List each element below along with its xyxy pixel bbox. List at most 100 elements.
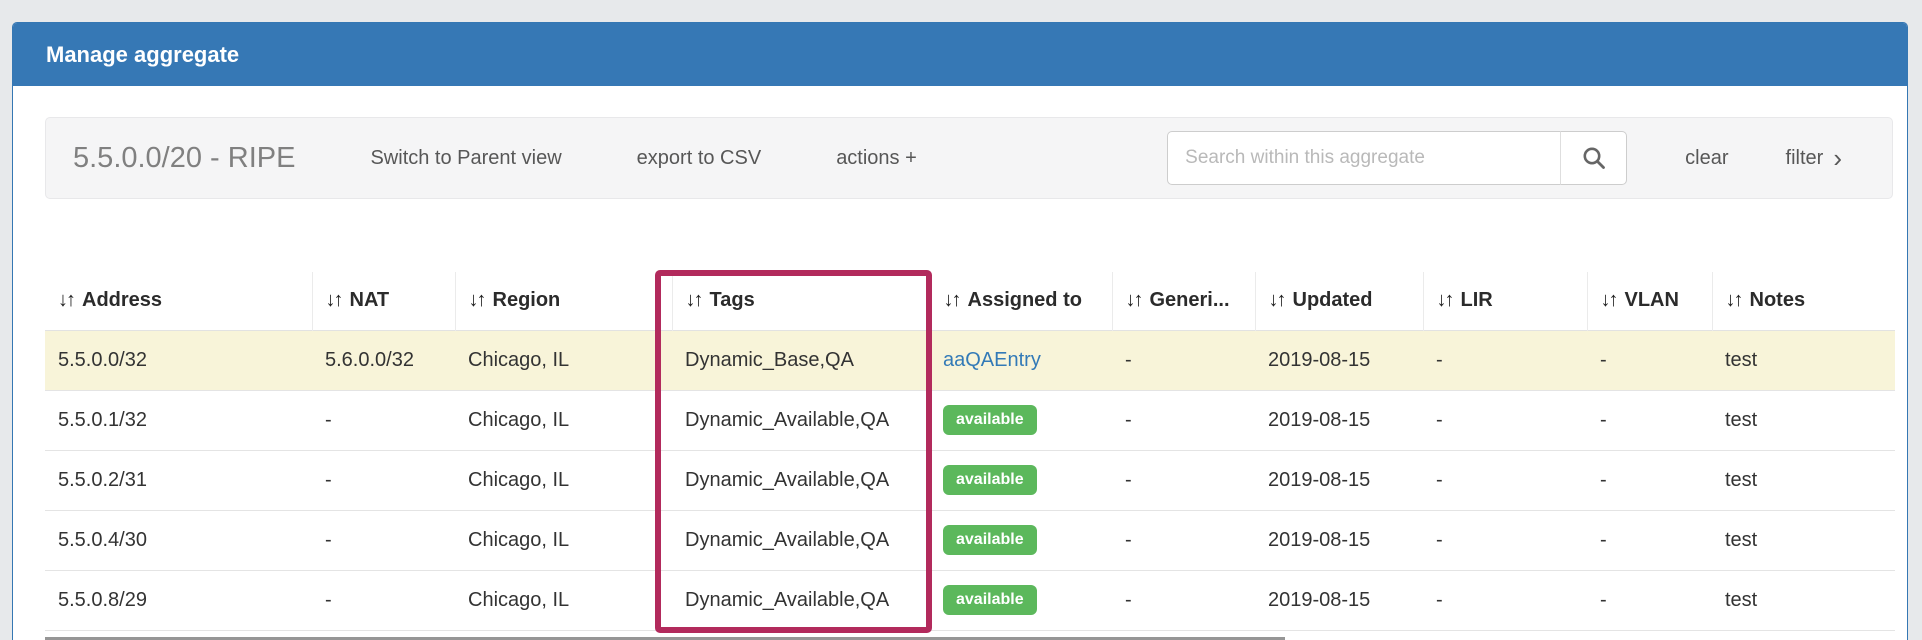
cell-address: 5.5.0.8/29 (58, 588, 147, 611)
column-label: Tags (709, 289, 755, 312)
cell-region: Chicago, IL (468, 408, 570, 431)
cell-vlan: - (1600, 588, 1607, 611)
toolbar: 5.5.0.0/20 - RIPE Switch to Parent view … (45, 117, 1893, 199)
manage-aggregate-panel: Manage aggregate 5.5.0.0/20 - RIPE Switc… (12, 22, 1908, 640)
cell-vlan: - (1600, 528, 1607, 551)
export-csv-link[interactable]: export to CSV (636, 146, 762, 169)
cell-updated: 2019-08-15 (1268, 408, 1371, 431)
cell-vlan: - (1600, 408, 1607, 431)
cell-updated: 2019-08-15 (1268, 528, 1371, 551)
sort-icon: ↓↑ (1436, 289, 1455, 312)
status-badge: available (943, 465, 1037, 495)
search-button[interactable] (1561, 131, 1628, 185)
column-label: Address (82, 289, 163, 312)
column-label: LIR (1460, 289, 1493, 312)
table-row: 5.5.0.0/32 5.6.0.0/32 Chicago, IL Dynamic_B… (45, 330, 1895, 390)
cell-address: 5.5.0.4/30 (58, 528, 147, 551)
column-label: Region (492, 289, 561, 312)
sort-icon: ↓↑ (468, 289, 487, 312)
search-group (1167, 131, 1628, 185)
column-label: Assigned to (967, 289, 1082, 312)
table-row: 5.5.0.8/29 - Chicago, IL Dynamic_Available,… (45, 570, 1895, 630)
column-label: Generi... (1149, 289, 1230, 312)
column-header-lir[interactable]: ↓↑ LIR (1422, 272, 1587, 330)
table-header-row: ↓↑ Address ↓↑ NAT ↓↑ Region ↓↑ Tags ↓↑ Assigned t… (45, 272, 1895, 330)
status-badge: available (943, 405, 1037, 435)
column-label: NAT (349, 289, 390, 312)
column-header-address[interactable]: ↓↑ Address (45, 272, 312, 330)
cell-region: Chicago, IL (468, 528, 570, 551)
cell-nat: - (325, 588, 332, 611)
column-header-notes[interactable]: ↓↑ Notes (1711, 272, 1895, 330)
cell-address: 5.5.0.0/32 (58, 348, 147, 371)
sort-icon: ↓↑ (1125, 289, 1144, 312)
cell-address: 5.5.0.1/32 (58, 408, 147, 431)
column-header-generic[interactable]: ↓↑ Generi... (1111, 272, 1255, 330)
cell-updated: 2019-08-15 (1268, 348, 1371, 371)
switch-parent-view-link[interactable]: Switch to Parent view (370, 146, 562, 169)
cell-assigned_to: available (930, 510, 1112, 570)
sort-icon: ↓↑ (1725, 289, 1744, 312)
table-row: 5.5.0.2/31 - Chicago, IL Dynamic_Available,… (45, 450, 1895, 510)
cell-lir: - (1436, 588, 1443, 611)
cell-generic: - (1125, 348, 1132, 371)
cell-notes: test (1725, 468, 1758, 491)
chevron-right-icon: › (1833, 143, 1842, 173)
column-header-region[interactable]: ↓↑ Region (454, 272, 672, 330)
cell-updated: 2019-08-15 (1268, 468, 1371, 491)
cell-lir: - (1436, 528, 1443, 551)
cell-generic: - (1125, 588, 1132, 611)
sort-icon: ↓↑ (325, 289, 344, 312)
cell-lir: - (1436, 348, 1443, 371)
aggregate-title: 5.5.0.0/20 - RIPE (73, 141, 296, 174)
column-header-tags[interactable]: ↓↑ Tags (671, 272, 930, 330)
cell-assigned_to: available (930, 390, 1112, 450)
aggregate-table: ↓↑ Address ↓↑ NAT ↓↑ Region ↓↑ Tags ↓↑ Assigned t… (45, 272, 1895, 631)
column-header-vlan[interactable]: ↓↑ VLAN (1586, 272, 1712, 330)
column-label: Updated (1292, 289, 1373, 312)
cell-updated: 2019-08-15 (1268, 588, 1371, 611)
cell-region: Chicago, IL (468, 348, 570, 371)
cell-nat: 5.6.0.0/32 (325, 348, 414, 371)
cell-vlan: - (1600, 348, 1607, 371)
cell-notes: test (1725, 408, 1758, 431)
cell-nat: - (325, 468, 332, 491)
clear-button[interactable]: clear (1685, 146, 1729, 169)
column-label: VLAN (1624, 289, 1679, 312)
filter-label: filter (1785, 146, 1824, 169)
sort-icon: ↓↑ (58, 289, 76, 312)
assigned-entry-link[interactable]: aaQAEntry (943, 348, 1041, 371)
column-header-nat[interactable]: ↓↑ NAT (311, 272, 455, 330)
sort-icon: ↓↑ (685, 289, 704, 312)
sort-icon: ↓↑ (943, 289, 962, 312)
actions-menu-link[interactable]: actions + (836, 146, 917, 169)
cell-nat: - (325, 408, 332, 431)
cell-tags: Dynamic_Available,QA (685, 588, 890, 611)
cell-assigned_to: available (930, 450, 1112, 510)
cell-tags: Dynamic_Available,QA (685, 468, 890, 491)
cell-assigned_to: available (930, 570, 1112, 630)
cell-generic: - (1125, 528, 1132, 551)
cell-tags: Dynamic_Available,QA (685, 528, 890, 551)
column-header-assigned_to[interactable]: ↓↑ Assigned to (929, 272, 1112, 330)
page-title: Manage aggregate (46, 42, 240, 67)
table-row: 5.5.0.1/32 - Chicago, IL Dynamic_Available,… (45, 390, 1895, 450)
sort-icon: ↓↑ (1600, 289, 1619, 312)
cell-lir: - (1436, 408, 1443, 431)
filter-toggle[interactable]: filter › (1785, 143, 1842, 173)
cell-lir: - (1436, 468, 1443, 491)
cell-notes: test (1725, 588, 1758, 611)
status-badge: available (943, 585, 1037, 615)
cell-assigned_to: aaQAEntry (930, 330, 1112, 390)
sort-icon: ↓↑ (1268, 289, 1287, 312)
cell-region: Chicago, IL (468, 468, 570, 491)
status-badge: available (943, 525, 1037, 555)
search-input[interactable] (1167, 131, 1562, 185)
table-row: 5.5.0.4/30 - Chicago, IL Dynamic_Available,… (45, 510, 1895, 570)
panel-heading: Manage aggregate (13, 23, 1907, 86)
cell-tags: Dynamic_Available,QA (685, 408, 890, 431)
cell-vlan: - (1600, 468, 1607, 491)
search-icon (1583, 147, 1605, 169)
cell-generic: - (1125, 468, 1132, 491)
column-header-updated[interactable]: ↓↑ Updated (1254, 272, 1423, 330)
